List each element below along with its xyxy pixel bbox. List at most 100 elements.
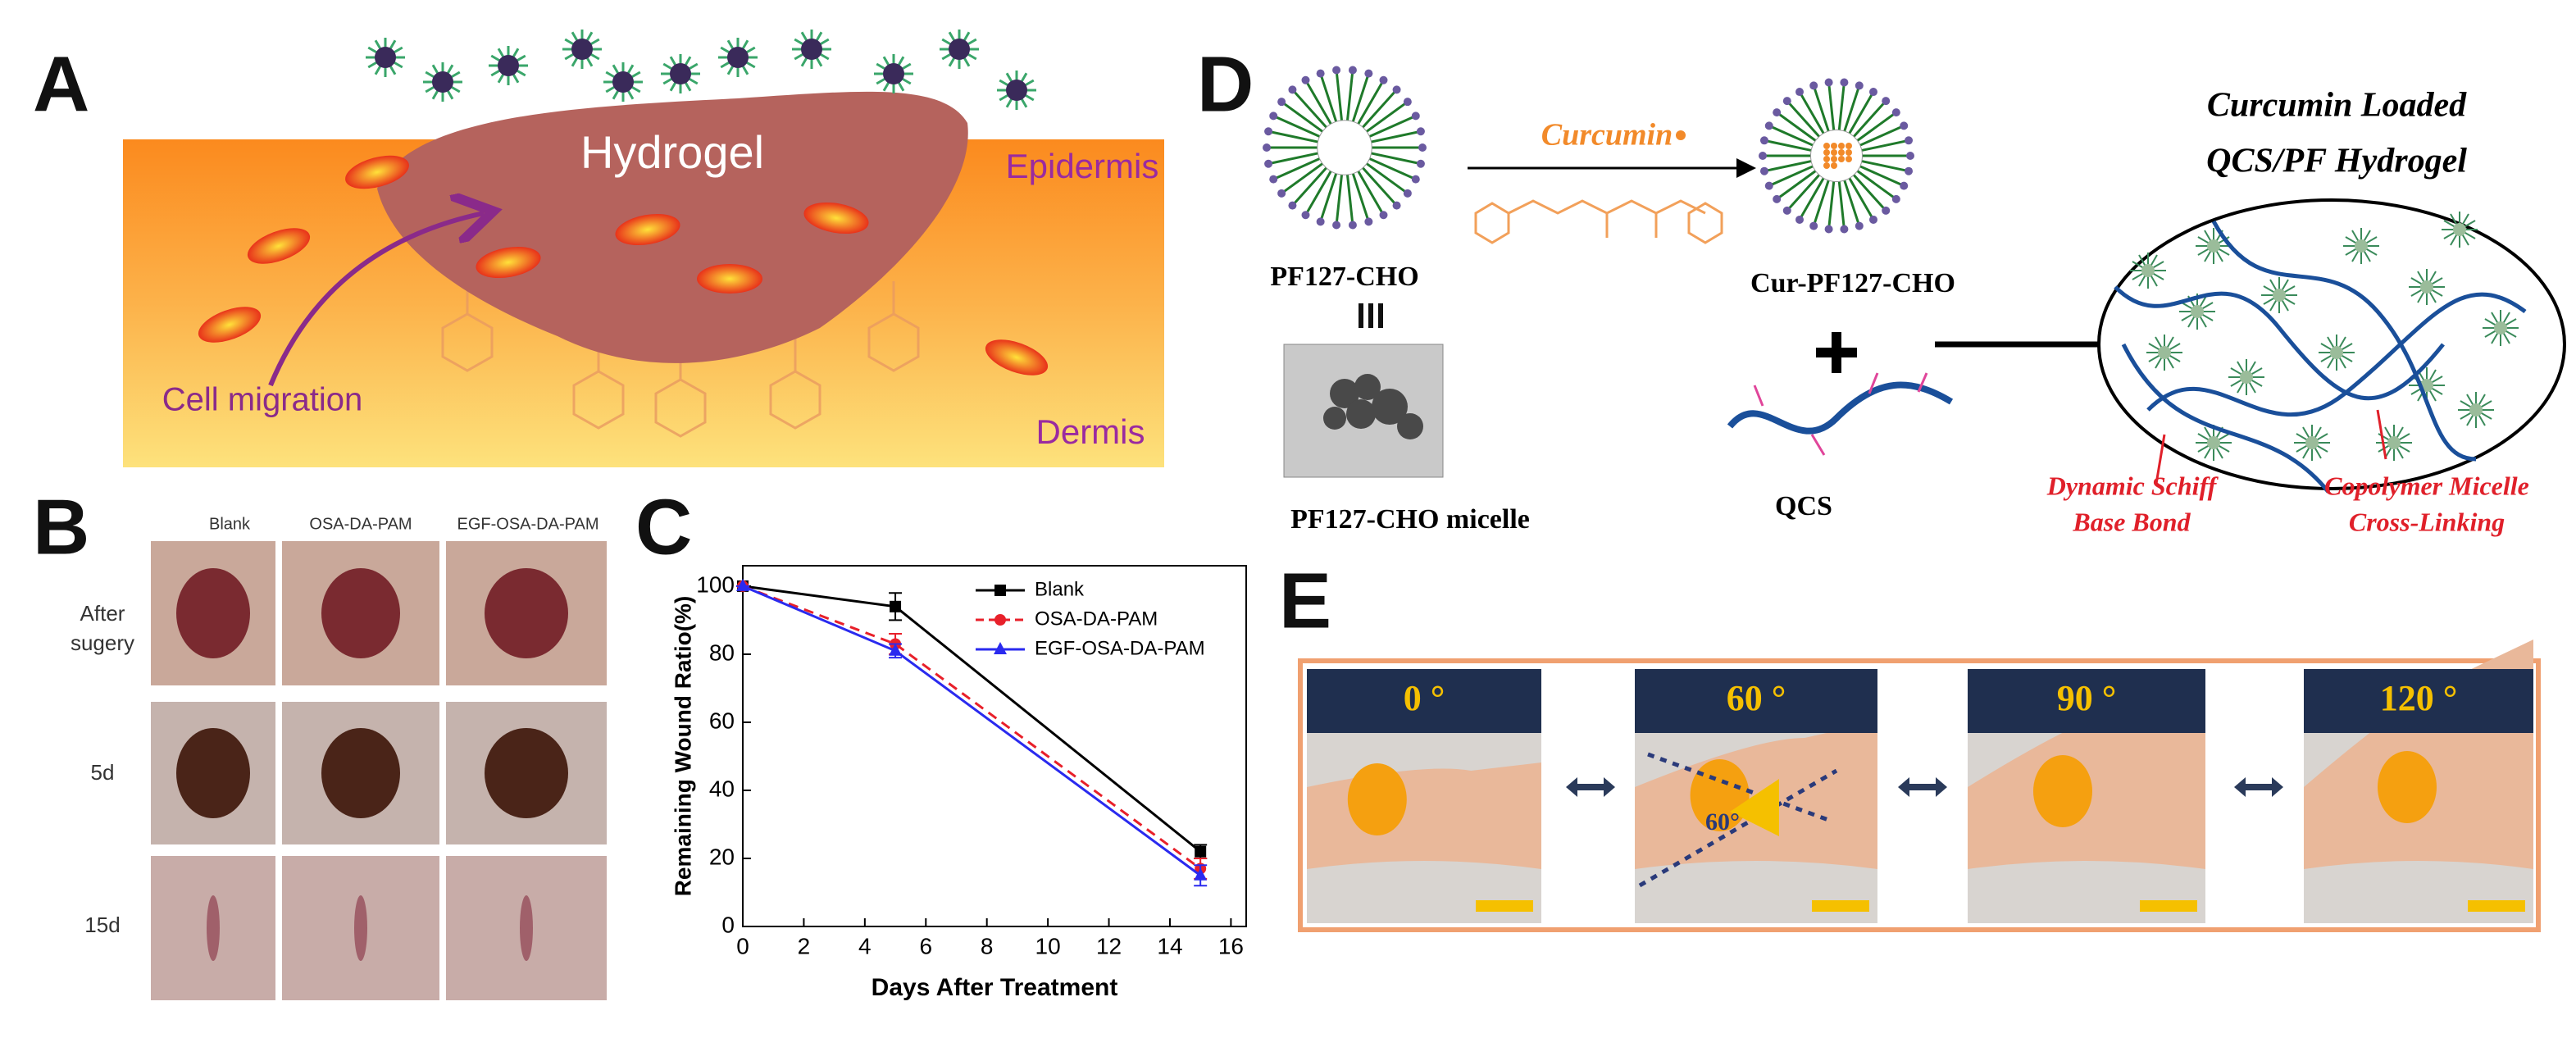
- angle-header: [1307, 669, 1541, 733]
- core: [2420, 280, 2433, 294]
- core: [2355, 239, 2368, 253]
- x-tick-label: 16: [1218, 933, 1244, 958]
- x-tick-label: 6: [919, 933, 932, 958]
- wound: [176, 728, 250, 818]
- end-group: [1316, 69, 1325, 78]
- end-group: [1403, 98, 1412, 107]
- chain: [1351, 73, 1370, 122]
- marker: [889, 643, 903, 656]
- curcumin: [1831, 156, 1837, 162]
- row-label: 15d: [84, 913, 120, 937]
- chain: [1861, 139, 1909, 152]
- series-line: [742, 585, 1202, 870]
- panel-a: Hydrogel Epidermis Dermis Cell migration: [123, 30, 1164, 467]
- chain: [1859, 165, 1905, 187]
- chain: [1843, 84, 1861, 132]
- core: [1810, 130, 1863, 182]
- core: [2469, 403, 2483, 417]
- chain: [1848, 91, 1875, 134]
- dermis-label: Dermis: [1036, 412, 1145, 451]
- chain: [1776, 111, 1817, 142]
- end-group: [1764, 181, 1773, 190]
- end-group: [1332, 221, 1341, 230]
- curcumin: [1846, 156, 1852, 162]
- end-group: [1764, 121, 1773, 130]
- end-group: [1264, 127, 1273, 136]
- marker: [1195, 845, 1207, 858]
- wound: [520, 895, 533, 961]
- panel-label: D: [1197, 40, 1254, 128]
- core: [2273, 289, 2286, 302]
- qcs-groups: [1753, 372, 1928, 456]
- end-group: [1869, 88, 1877, 97]
- x-tick-label: 10: [1035, 933, 1061, 958]
- x-axis-label: Days After Treatment: [872, 974, 1118, 1001]
- end-group: [1263, 143, 1271, 152]
- qcs-label: QCS: [1775, 491, 1832, 521]
- end-group: [1416, 127, 1425, 136]
- core: [2387, 436, 2401, 449]
- copolymer-label: Copolymer Micelle: [2324, 471, 2529, 500]
- end-group: [1905, 166, 1914, 175]
- micelle-label: PF127-CHO micelle: [1290, 504, 1530, 535]
- chain: [1812, 84, 1830, 132]
- end-group: [1264, 159, 1273, 168]
- core: [2141, 264, 2155, 277]
- curcumin: [1838, 143, 1845, 149]
- micelle-core: [571, 39, 593, 60]
- legend-label: EGF-OSA-DA-PAM: [1035, 637, 1205, 659]
- end-group: [1824, 78, 1833, 87]
- chain: [1281, 162, 1323, 195]
- guide-line: [1638, 768, 1838, 888]
- chain: [1345, 70, 1354, 121]
- chain: [1827, 181, 1836, 230]
- core: [2158, 346, 2171, 359]
- hydrogel-label: Hydrogel: [580, 126, 764, 178]
- end-group: [1773, 108, 1782, 117]
- angle-label: 90 °: [2057, 678, 2117, 718]
- row-label: sugery: [71, 630, 134, 655]
- core: [2191, 305, 2204, 318]
- panel-c: 0 2 4 6 8 10 12 14 16 0 20 40 60 80 100 Days After Trea…: [670, 565, 1247, 1001]
- hydrogel-title: QCS/PF Hydrogel: [2206, 143, 2467, 180]
- network: [2114, 212, 2527, 494]
- end-group: [1411, 175, 1420, 184]
- marker: [994, 642, 1007, 654]
- wound: [354, 895, 367, 961]
- cur-pf127-label: Cur-PF127-CHO: [1750, 268, 1955, 298]
- chain: [1371, 130, 1422, 143]
- chain: [1351, 173, 1370, 222]
- chain: [1856, 170, 1897, 201]
- marker: [994, 585, 1006, 596]
- chain: [1368, 114, 1417, 138]
- end-group: [1392, 85, 1401, 94]
- end-group: [1782, 206, 1791, 215]
- marker: [1194, 867, 1208, 881]
- end-group: [1855, 81, 1864, 90]
- double-arrow: [2234, 777, 2283, 797]
- end-group: [1809, 221, 1818, 230]
- curcumin: [1823, 143, 1830, 149]
- micelle-core: [727, 47, 749, 68]
- wound: [485, 728, 568, 818]
- panel-d: Curcumin PF127-CHO PF127-CHO micelle Cur…: [1263, 66, 2566, 536]
- y-tick-label: 80: [709, 640, 735, 665]
- chain: [1357, 171, 1385, 216]
- scale-bar: [2468, 900, 2525, 912]
- end-group: [1905, 136, 1914, 145]
- chain: [1837, 181, 1846, 230]
- y-tick-label: 0: [721, 912, 735, 937]
- chain: [1268, 152, 1318, 166]
- chain: [1764, 160, 1812, 173]
- chain: [1827, 82, 1836, 130]
- end-group: [1795, 215, 1804, 224]
- end-group: [1891, 194, 1900, 203]
- end-group: [1882, 206, 1891, 215]
- curcumin: [1831, 162, 1837, 169]
- schiff-label: Dynamic Schiff: [2046, 471, 2219, 500]
- curcumin: [1846, 149, 1852, 156]
- chain: [1859, 125, 1905, 147]
- x-tick-label: 2: [798, 933, 811, 958]
- equivalence: [1359, 303, 1383, 328]
- inset-angle-label: 60°: [1705, 808, 1740, 835]
